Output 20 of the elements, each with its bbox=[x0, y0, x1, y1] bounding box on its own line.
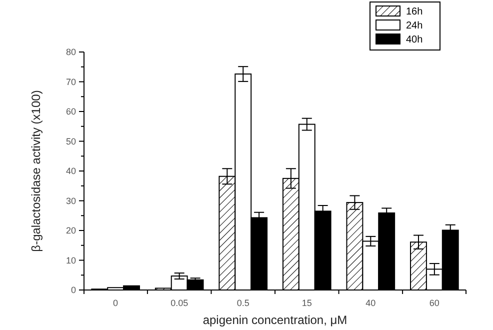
x-tick-label: 60 bbox=[429, 298, 440, 308]
x-tick-label: 0.5 bbox=[236, 298, 250, 308]
legend-label: 24h bbox=[406, 20, 423, 32]
x-axis-title: apigenin concentration, μM bbox=[202, 313, 348, 327]
y-tick-label: 20 bbox=[66, 226, 76, 236]
y-tick-label: 80 bbox=[66, 47, 76, 58]
x-tick-label: 0 bbox=[113, 298, 118, 308]
y-tick-label: 0 bbox=[70, 285, 76, 296]
y-tick-label: 30 bbox=[66, 196, 76, 206]
y-tick-label: 10 bbox=[66, 255, 76, 266]
y-tick-label: 60 bbox=[66, 106, 76, 117]
x-tick-label: 40 bbox=[366, 298, 376, 308]
y-tick-label: 70 bbox=[66, 76, 76, 87]
legend-label: 16h bbox=[406, 6, 423, 18]
x-tick-label: 15 bbox=[302, 298, 312, 308]
x-tick-label: 0.05 bbox=[170, 298, 188, 308]
y-tick-label: 50 bbox=[66, 136, 76, 146]
y-tick-label: 40 bbox=[66, 166, 76, 176]
legend-label: 40h bbox=[406, 34, 423, 46]
y-axis-title: β-galactosidase activity (x100) bbox=[29, 90, 43, 252]
